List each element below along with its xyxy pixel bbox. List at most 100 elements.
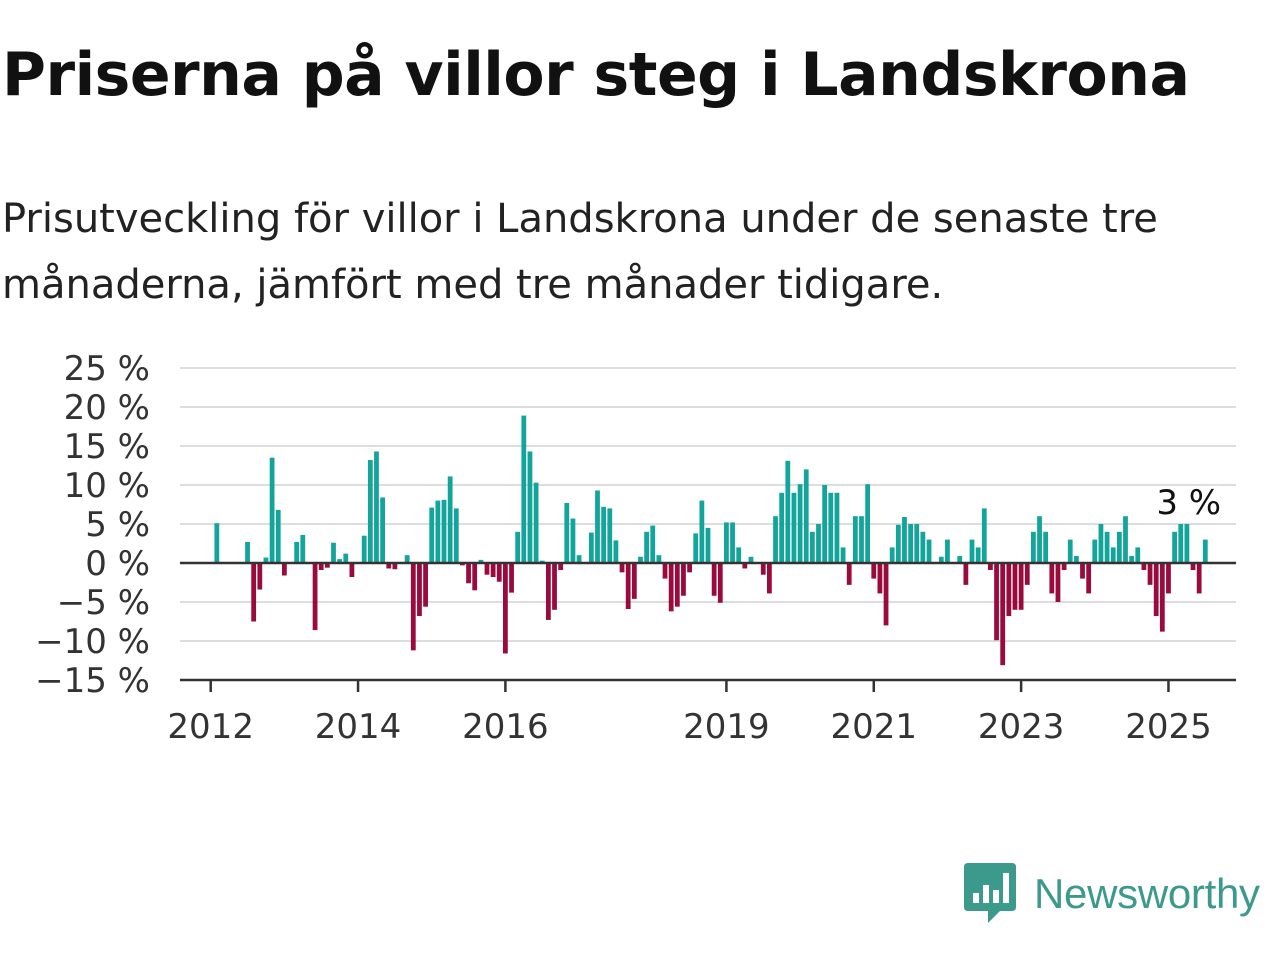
bar <box>1037 516 1042 563</box>
axes <box>180 561 1236 682</box>
bar <box>1024 563 1030 585</box>
bar <box>644 531 649 563</box>
bar <box>1110 547 1116 563</box>
x-tick-label: 2012 <box>167 707 254 747</box>
bar <box>981 508 987 563</box>
bar <box>705 527 711 563</box>
bar <box>1092 539 1098 563</box>
bar <box>785 460 791 563</box>
bar <box>361 535 367 563</box>
bar <box>681 563 686 596</box>
bar <box>828 492 834 563</box>
bar <box>429 507 435 563</box>
bar <box>1000 563 1006 666</box>
bar <box>1018 563 1024 610</box>
bar <box>601 506 607 563</box>
bar <box>515 531 521 563</box>
bar <box>1043 531 1049 563</box>
bar <box>1104 531 1110 563</box>
bar <box>503 563 508 654</box>
x-tick-label: 2023 <box>978 707 1065 747</box>
bar <box>331 542 336 563</box>
bar <box>367 460 373 563</box>
x-tick-label: 2019 <box>683 707 770 747</box>
bar <box>558 563 564 571</box>
bar <box>251 563 257 622</box>
annotations: 3 % <box>1153 480 1224 526</box>
bar <box>760 563 766 575</box>
bar <box>1147 563 1153 585</box>
bar <box>724 522 729 563</box>
bar <box>1031 531 1036 563</box>
bar <box>865 484 871 563</box>
bar <box>883 563 889 626</box>
bar <box>871 563 877 579</box>
bar <box>281 563 287 576</box>
y-tick-label: 5 % <box>85 505 150 545</box>
bar <box>975 547 981 563</box>
bar <box>318 563 324 571</box>
bar <box>337 559 343 563</box>
bar <box>404 555 410 563</box>
bar <box>423 563 428 607</box>
y-tick-label: 0 % <box>85 544 150 584</box>
bar <box>417 563 422 617</box>
chart-subtitle: Prisutveckling för villor i Landskrona u… <box>2 196 1158 308</box>
bar <box>736 547 742 563</box>
bar <box>638 556 643 563</box>
bar <box>846 563 852 585</box>
x-axis-labels: 2012 2014 2016 2019 2021 2023 2025 <box>167 680 1212 747</box>
bar <box>263 557 269 563</box>
bar <box>1073 555 1079 563</box>
brand-name: Newsworthy <box>1034 870 1260 917</box>
bar <box>767 563 772 594</box>
latest-value-label: 3 % <box>1156 483 1221 523</box>
bar <box>509 563 514 593</box>
bar <box>859 516 864 563</box>
bar <box>1012 563 1018 610</box>
bar <box>496 563 502 582</box>
bar <box>1080 563 1085 579</box>
bar <box>920 531 926 563</box>
bar <box>294 541 300 563</box>
bar <box>656 555 662 563</box>
x-tick-label: 2025 <box>1125 707 1212 747</box>
bar <box>693 533 699 563</box>
bar <box>484 563 490 575</box>
bar <box>214 523 220 563</box>
bar <box>607 508 613 563</box>
bar <box>840 547 846 563</box>
bar <box>889 547 895 563</box>
bar <box>914 524 920 563</box>
bar <box>1172 531 1177 563</box>
y-axis-labels: 25 %20 %15 %10 %5 %0 %−5 %−10 %−15 % <box>35 349 150 701</box>
bar <box>877 563 883 594</box>
bar <box>1196 563 1202 594</box>
y-tick-label: 25 % <box>64 349 150 389</box>
bar <box>926 539 932 563</box>
bar <box>545 563 551 620</box>
bar <box>619 563 625 573</box>
bar <box>963 563 969 585</box>
bar <box>791 492 797 563</box>
bar <box>730 522 735 563</box>
brand-logo: Newsworthy <box>964 862 1260 926</box>
bar <box>269 457 275 563</box>
bar <box>662 563 668 579</box>
gridlines <box>180 367 1236 642</box>
bar <box>1123 516 1128 563</box>
bar <box>779 492 785 563</box>
bar <box>674 563 680 607</box>
bar <box>711 563 717 596</box>
y-tick-label: −10 % <box>35 622 150 662</box>
bar <box>969 539 975 563</box>
bar <box>797 484 803 563</box>
bar <box>742 563 748 569</box>
bar <box>631 563 637 599</box>
bar <box>576 555 582 563</box>
x-tick-label: 2014 <box>315 707 402 747</box>
y-tick-label: 20 % <box>64 388 150 428</box>
bar <box>699 500 705 563</box>
bar <box>668 563 674 612</box>
bar <box>374 451 379 563</box>
